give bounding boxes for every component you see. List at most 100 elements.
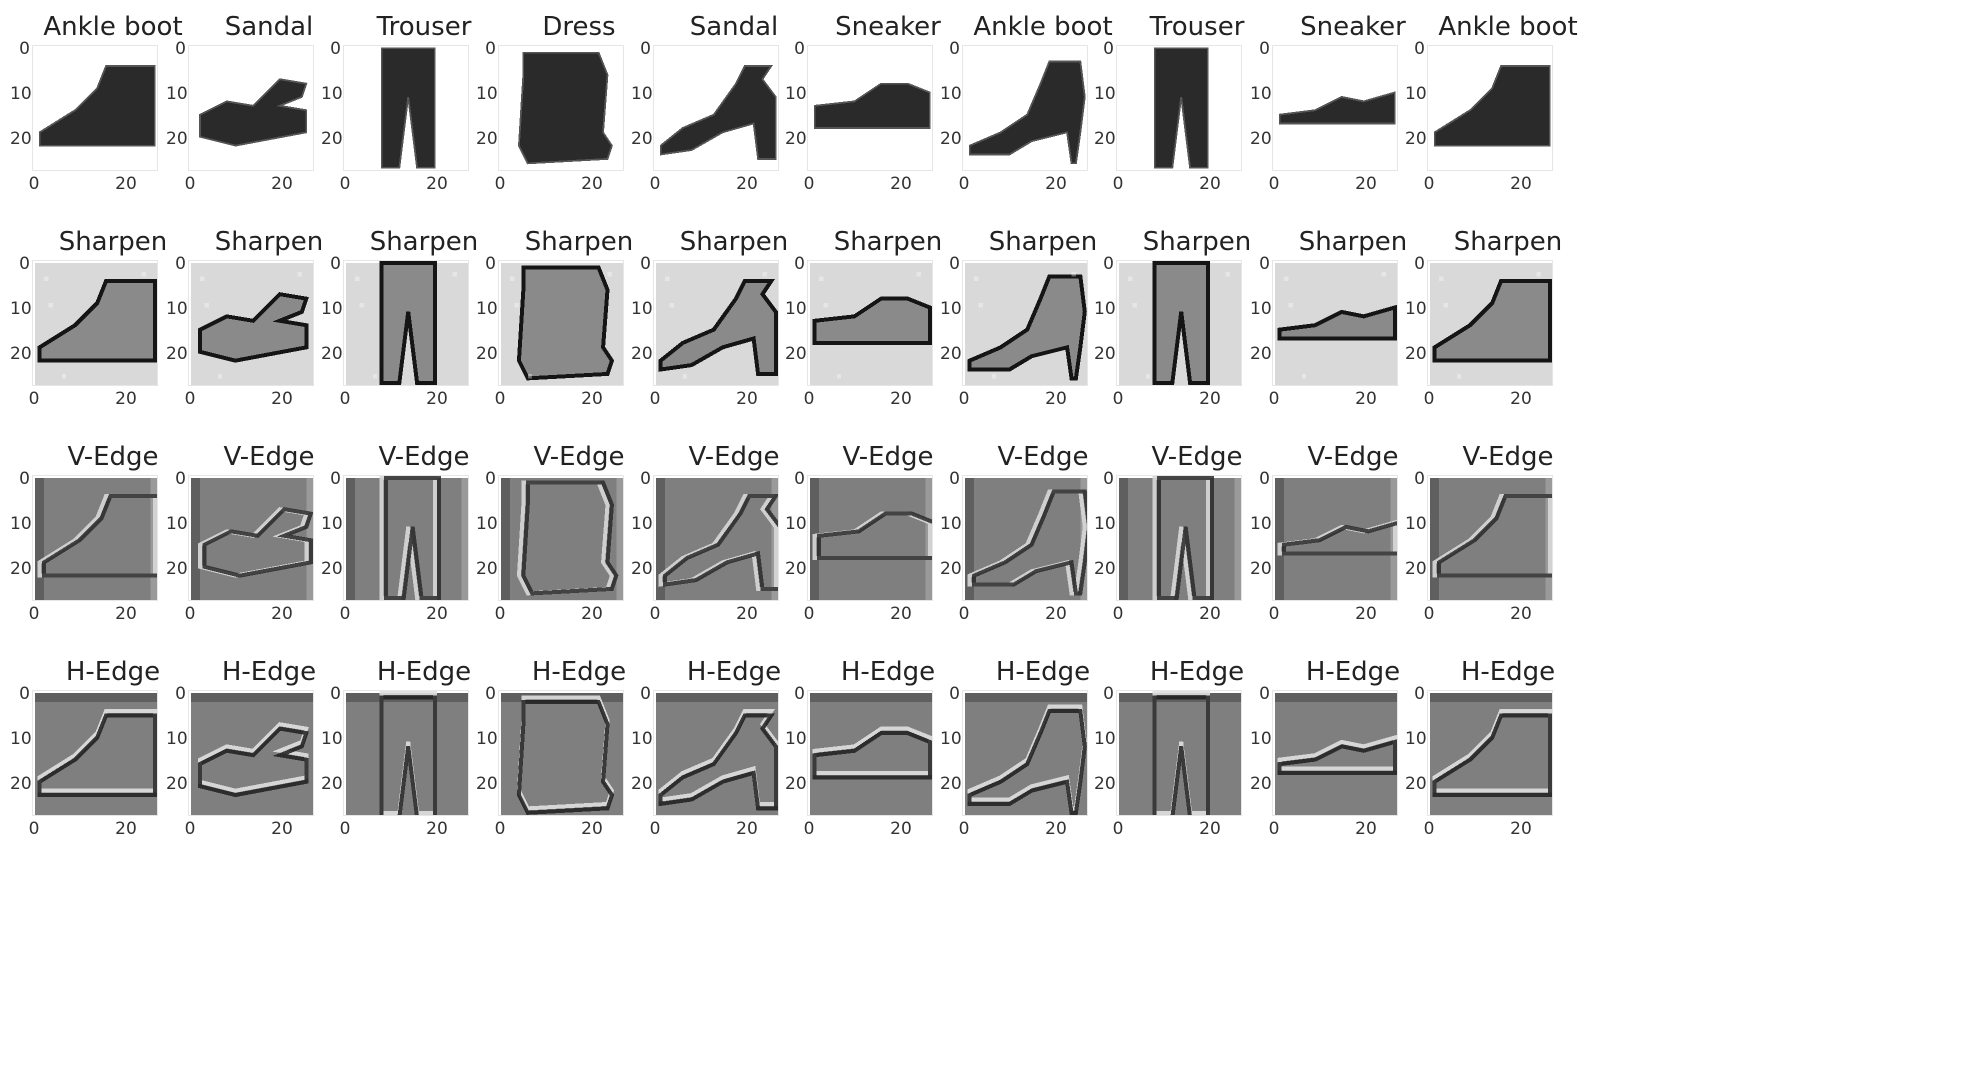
- subplot-image: [962, 260, 1088, 386]
- subplot-title: H-Edge: [1305, 657, 1401, 687]
- y-tick-label: 0: [949, 254, 960, 274]
- subplot-image: [188, 45, 314, 171]
- subplot-vedge-2: V-Edge 0 10 20 0 20: [166, 442, 344, 642]
- subplot-title: V-Edge: [378, 442, 470, 472]
- x-tick-label: 0: [803, 604, 815, 624]
- x-tick-label: 0: [28, 389, 40, 409]
- subplot-title: H-Edge: [995, 657, 1091, 687]
- y-tick-label: 20: [10, 559, 32, 579]
- subplot-sharpen-10: Sharpen 0 10 20 0 20: [1405, 227, 1583, 427]
- subplot-image: [32, 45, 158, 171]
- y-tick-label: 10: [476, 729, 498, 749]
- subplot-image: [498, 260, 624, 386]
- x-tick-label: 20: [1199, 389, 1221, 409]
- y-tick-label: 10: [1094, 84, 1116, 104]
- y-tick-label: 20: [166, 344, 188, 364]
- subplot-title: V-Edge: [67, 442, 159, 472]
- subplot-title: H-Edge: [686, 657, 782, 687]
- subplot-image: [1272, 260, 1398, 386]
- subplot-image: [962, 475, 1088, 601]
- subplot-image: [1116, 690, 1242, 816]
- x-tick-label: 0: [958, 819, 970, 839]
- y-tick-label: 10: [10, 299, 32, 319]
- subplot-original-6: Sneaker 0 10 20 0 20: [785, 12, 963, 212]
- y-tick-label: 10: [166, 299, 188, 319]
- subplot-title: Trouser: [376, 12, 472, 42]
- y-tick-label: 10: [631, 729, 653, 749]
- y-tick-label: 10: [785, 514, 807, 534]
- subplot-hedge-1: H-Edge 0 10 20 0 20: [10, 657, 188, 857]
- subplot-hedge-10: H-Edge 0 10 20 0 20: [1405, 657, 1583, 857]
- x-tick-label: 20: [271, 389, 293, 409]
- subplot-image: [1116, 45, 1242, 171]
- y-tick-label: 10: [321, 84, 343, 104]
- y-tick-label: 10: [321, 514, 343, 534]
- subplot-sharpen-1: Sharpen 0 10 20 0 20: [10, 227, 188, 427]
- x-tick-label: 0: [339, 389, 351, 409]
- subplot-title: Sharpen: [1298, 227, 1408, 257]
- y-tick-label: 20: [631, 559, 653, 579]
- y-tick-label: 10: [166, 84, 188, 104]
- x-tick-label: 0: [28, 819, 40, 839]
- subplot-image: [1427, 45, 1553, 171]
- y-tick-label: 10: [321, 299, 343, 319]
- subplot-image: [807, 45, 933, 171]
- subplot-title: Sharpen: [214, 227, 324, 257]
- subplot-vedge-6: V-Edge 0 10 20 0 20: [785, 442, 963, 642]
- subplot-image: [1427, 260, 1553, 386]
- x-tick-label: 20: [1510, 174, 1532, 194]
- y-tick-label: 20: [940, 559, 962, 579]
- y-tick-label: 0: [1103, 469, 1114, 489]
- y-tick-label: 20: [631, 129, 653, 149]
- y-tick-label: 0: [330, 469, 341, 489]
- x-tick-label: 20: [581, 174, 603, 194]
- subplot-sharpen-5: Sharpen 0 10 20 0 20: [631, 227, 809, 427]
- subplot-image: [1427, 475, 1553, 601]
- y-tick-label: 10: [631, 299, 653, 319]
- subplot-image: [653, 260, 779, 386]
- x-tick-label: 0: [1112, 819, 1124, 839]
- subplot-original-4: Dress 0 10 20 0 20: [476, 12, 654, 212]
- x-tick-label: 20: [890, 389, 912, 409]
- x-tick-label: 0: [958, 174, 970, 194]
- subplot-title: Sandal: [224, 12, 314, 42]
- x-tick-label: 20: [1355, 389, 1377, 409]
- subplot-original-9: Sneaker 0 10 20 0 20: [1250, 12, 1428, 212]
- x-tick-label: 20: [1045, 174, 1067, 194]
- y-tick-label: 0: [1103, 39, 1114, 59]
- y-tick-label: 0: [949, 469, 960, 489]
- y-tick-label: 20: [1250, 559, 1272, 579]
- subplot-original-8: Trouser 0 10 20 0 20: [1094, 12, 1272, 212]
- subplot-image: [343, 260, 469, 386]
- x-tick-label: 0: [28, 604, 40, 624]
- subplot-hedge-5: H-Edge 0 10 20 0 20: [631, 657, 809, 857]
- y-tick-label: 0: [1414, 254, 1425, 274]
- y-tick-label: 0: [1414, 684, 1425, 704]
- y-tick-label: 20: [1405, 129, 1427, 149]
- x-tick-label: 20: [115, 174, 137, 194]
- subplot-title: Sandal: [689, 12, 779, 42]
- subplot-title: H-Edge: [840, 657, 936, 687]
- subplot-title: H-Edge: [531, 657, 627, 687]
- y-tick-label: 10: [476, 84, 498, 104]
- y-tick-label: 0: [1414, 469, 1425, 489]
- y-tick-label: 10: [1405, 299, 1427, 319]
- y-tick-label: 10: [1094, 299, 1116, 319]
- y-tick-label: 10: [166, 729, 188, 749]
- subplot-title: H-Edge: [221, 657, 317, 687]
- subplot-image: [1427, 690, 1553, 816]
- x-tick-label: 0: [339, 174, 351, 194]
- y-tick-label: 20: [166, 774, 188, 794]
- subplot-title: Sharpen: [679, 227, 789, 257]
- x-tick-label: 0: [649, 174, 661, 194]
- y-tick-label: 0: [794, 254, 805, 274]
- y-tick-label: 0: [794, 684, 805, 704]
- y-tick-label: 20: [321, 559, 343, 579]
- subplot-image: [807, 690, 933, 816]
- x-tick-label: 0: [28, 174, 40, 194]
- y-tick-label: 0: [175, 684, 186, 704]
- x-tick-label: 20: [890, 819, 912, 839]
- x-tick-label: 20: [426, 174, 448, 194]
- y-tick-label: 10: [1094, 514, 1116, 534]
- subplot-image: [498, 45, 624, 171]
